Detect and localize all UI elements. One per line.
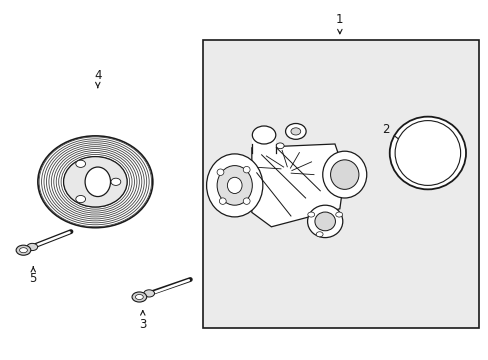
Ellipse shape [219, 198, 226, 204]
Ellipse shape [206, 154, 263, 217]
Ellipse shape [27, 243, 38, 251]
Ellipse shape [394, 121, 460, 185]
Ellipse shape [132, 292, 146, 302]
Ellipse shape [20, 248, 27, 253]
Circle shape [76, 160, 85, 167]
Ellipse shape [389, 117, 465, 189]
Ellipse shape [252, 126, 275, 144]
Bar [203, 40, 478, 328]
Ellipse shape [38, 136, 152, 228]
Circle shape [335, 212, 342, 217]
Ellipse shape [307, 205, 342, 238]
Text: 3: 3 [139, 311, 146, 330]
Ellipse shape [276, 143, 284, 149]
Ellipse shape [143, 290, 154, 297]
Ellipse shape [243, 198, 249, 204]
Ellipse shape [63, 157, 127, 207]
Ellipse shape [217, 169, 224, 175]
Ellipse shape [85, 167, 110, 197]
Circle shape [111, 178, 121, 185]
Text: 4: 4 [94, 69, 102, 88]
Ellipse shape [285, 123, 305, 139]
Ellipse shape [217, 166, 252, 205]
Ellipse shape [135, 294, 143, 300]
Circle shape [307, 212, 314, 217]
Text: 5: 5 [29, 267, 37, 285]
Ellipse shape [314, 212, 335, 231]
Circle shape [316, 232, 323, 237]
Circle shape [76, 195, 85, 203]
Text: 1: 1 [335, 13, 343, 34]
Ellipse shape [330, 160, 358, 189]
Text: 2: 2 [382, 123, 406, 145]
Ellipse shape [243, 166, 249, 173]
Ellipse shape [290, 128, 300, 135]
Bar [252, 134, 275, 153]
Ellipse shape [322, 151, 366, 198]
Polygon shape [251, 144, 344, 227]
Ellipse shape [16, 245, 31, 255]
Ellipse shape [227, 177, 242, 194]
